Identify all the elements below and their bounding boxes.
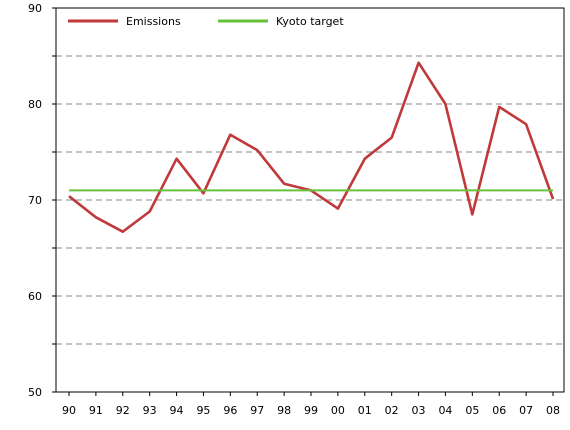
- y-tick-label: 70: [28, 194, 42, 207]
- legend-label-kyoto-target: Kyoto target: [276, 15, 344, 28]
- series-group: [68, 61, 555, 233]
- x-tick-label: 95: [196, 404, 210, 417]
- y-tick-label: 80: [28, 98, 42, 111]
- gridlines: [56, 55, 564, 345]
- x-tick-label: 05: [465, 404, 479, 417]
- x-tick-label: 97: [250, 404, 264, 417]
- x-tick-label: 94: [170, 404, 184, 417]
- x-tick-label: 90: [62, 404, 76, 417]
- y-tick-label: 50: [28, 386, 42, 399]
- x-axis: 90 91 92 93 94 95 96 97 98 99 00 01 02 03 04 05 06 07 08: [62, 392, 560, 417]
- series-line-emissions: [68, 61, 555, 233]
- y-tick-label: 90: [28, 2, 42, 15]
- legend-label-emissions: Emissions: [126, 15, 181, 28]
- x-tick-label: 01: [358, 404, 372, 417]
- x-tick-label: 92: [116, 404, 130, 417]
- x-tick-label: 07: [519, 404, 533, 417]
- y-tick-label: 60: [28, 290, 42, 303]
- x-tick-label: 08: [546, 404, 560, 417]
- x-tick-label: 91: [89, 404, 103, 417]
- x-tick-label: 06: [492, 404, 506, 417]
- x-tick-label: 98: [277, 404, 291, 417]
- legend: Emissions Kyoto target: [68, 15, 344, 28]
- y-axis: 50 60 70 80 90: [28, 2, 56, 399]
- x-tick-label: 03: [412, 404, 426, 417]
- x-tick-label: 96: [223, 404, 237, 417]
- x-tick-label: 02: [385, 404, 399, 417]
- x-tick-label: 00: [331, 404, 345, 417]
- x-tick-label: 93: [143, 404, 157, 417]
- x-tick-label: 99: [304, 404, 318, 417]
- x-tick-label: 04: [438, 404, 452, 417]
